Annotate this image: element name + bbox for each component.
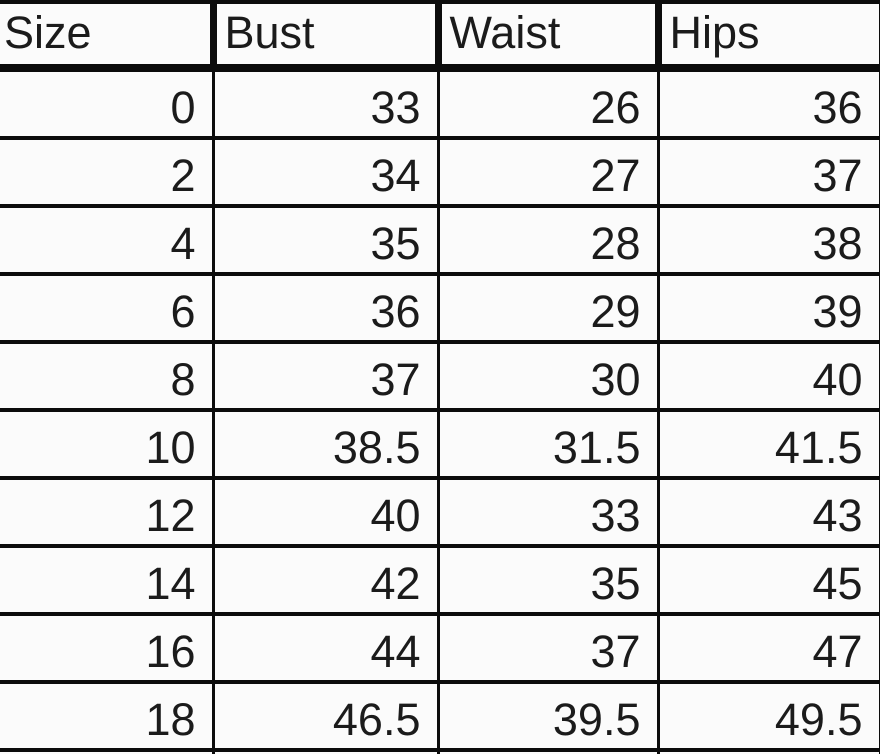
cell-bust: 37: [211, 340, 438, 410]
cell-size: 20: [0, 748, 213, 754]
cell-waist: 42: [436, 748, 658, 754]
table-row: 14 42 35 45: [0, 544, 880, 614]
table-row: 6 36 29 39: [0, 272, 880, 342]
column-header-hips: Hips: [654, 0, 880, 72]
cell-hips: 45: [656, 544, 880, 614]
cell-size: 14: [0, 544, 213, 614]
cell-hips: 38: [656, 204, 880, 274]
cell-bust: 38.5: [211, 408, 438, 478]
column-header-waist: Waist: [434, 0, 658, 72]
cell-size: 6: [0, 272, 213, 342]
cell-waist: 29: [436, 272, 658, 342]
cell-bust: 49: [211, 748, 438, 754]
cell-size: 16: [0, 612, 213, 682]
cell-hips: 39: [656, 272, 880, 342]
cell-size: 10: [0, 408, 213, 478]
table-row: 18 46.5 39.5 49.5: [0, 680, 880, 750]
table-row: 12 40 33 43: [0, 476, 880, 546]
cell-waist: 30: [436, 340, 658, 410]
cell-bust: 40: [211, 476, 438, 546]
table-row: 20 49 42 52: [0, 748, 880, 754]
cell-waist: 26: [436, 66, 658, 138]
table-row: 10 38.5 31.5 41.5: [0, 408, 880, 478]
cell-hips: 40: [656, 340, 880, 410]
cell-waist: 31.5: [436, 408, 658, 478]
cell-size: 18: [0, 680, 213, 750]
cell-bust: 36: [211, 272, 438, 342]
cell-waist: 28: [436, 204, 658, 274]
cell-hips: 36: [656, 66, 880, 138]
cell-hips: 37: [656, 136, 880, 206]
cell-waist: 33: [436, 476, 658, 546]
header-row: Size Bust Waist Hips: [0, 0, 880, 72]
cell-waist: 27: [436, 136, 658, 206]
cell-hips: 52: [656, 748, 880, 754]
column-header-size: Size: [0, 0, 213, 72]
cell-bust: 35: [211, 204, 438, 274]
cell-bust: 44: [211, 612, 438, 682]
table-row: 4 35 28 38: [0, 204, 880, 274]
cell-size: 2: [0, 136, 213, 206]
cell-hips: 41.5: [656, 408, 880, 478]
cell-bust: 46.5: [211, 680, 438, 750]
cell-bust: 42: [211, 544, 438, 614]
table-row: 0 33 26 36: [0, 66, 880, 138]
table-row: 2 34 27 37: [0, 136, 880, 206]
cell-hips: 43: [656, 476, 880, 546]
cell-hips: 49.5: [656, 680, 880, 750]
table-row: 8 37 30 40: [0, 340, 880, 410]
cell-size: 4: [0, 204, 213, 274]
cell-size: 0: [0, 66, 213, 138]
table-row: 16 44 37 47: [0, 612, 880, 682]
cell-bust: 33: [211, 66, 438, 138]
cell-bust: 34: [211, 136, 438, 206]
cell-waist: 37: [436, 612, 658, 682]
column-header-bust: Bust: [209, 0, 438, 72]
cell-hips: 47: [656, 612, 880, 682]
cell-waist: 35: [436, 544, 658, 614]
cell-size: 12: [0, 476, 213, 546]
cell-waist: 39.5: [436, 680, 658, 750]
cell-size: 8: [0, 340, 213, 410]
